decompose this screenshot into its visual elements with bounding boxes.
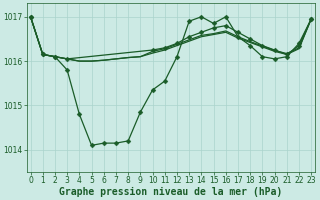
- X-axis label: Graphe pression niveau de la mer (hPa): Graphe pression niveau de la mer (hPa): [59, 186, 283, 197]
